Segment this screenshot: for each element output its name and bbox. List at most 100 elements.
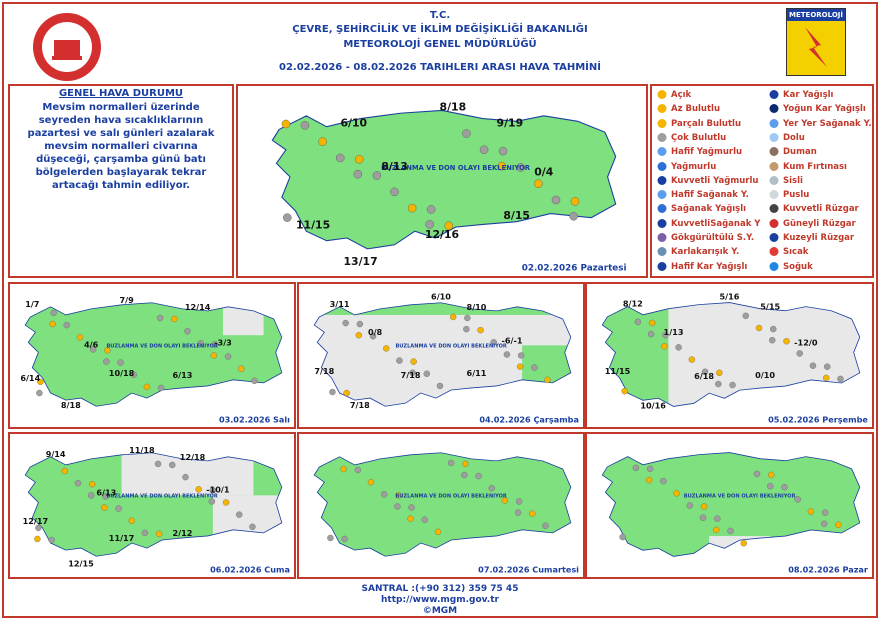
weather-icon [688,356,696,363]
weather-icon [444,221,454,231]
base-zone [602,452,860,557]
org: T.C. [429,10,451,21]
legend-label: Sisli [783,175,803,186]
legend-icon-shape [769,90,779,99]
weather-icon [103,358,110,365]
legend-icon-shape [657,190,667,200]
legend-item: Az Bulutlu [656,103,720,114]
legend-icon-shape [769,204,779,214]
temperature: 12/16 [425,228,459,241]
legend-icon-shape [657,218,667,228]
weather-icon [661,343,668,350]
map-svg: BUZLANMA VE DON OLAYI BEKLENIYOR 07.02.20… [313,452,579,574]
period: 02.02.2026 - 08.02.2026 TARIHLERI ARASI … [278,62,601,73]
weather-icon [529,510,536,517]
map-svg: BUZLANMA VE DON OLAYI BEKLENIYOR 3/11 6/10… [313,292,579,424]
weather-icon [767,482,774,490]
legend-icon-shape [769,147,779,157]
weather-icon [238,365,245,372]
legend-label: Karlakarışık Y. [671,247,740,258]
weather-icon [740,539,747,547]
weather-icon [700,503,708,510]
weather-icon [551,195,561,205]
country-outline [601,452,861,557]
legend-label: Güneyli Rüzgar [783,218,856,229]
weather-icon [211,341,219,348]
weather-icon [699,514,707,521]
weather-icon [461,471,468,479]
legend-icon-shape [769,247,779,257]
temperature: -10/1 [206,484,230,494]
legend-icon [769,118,779,128]
temperature: 10/18 [109,368,135,378]
legend-icon [769,147,779,157]
temperature: 12/15 [68,558,94,568]
weather-icon [354,155,364,164]
country [314,452,571,557]
temperature: 12/18 [180,452,206,462]
weather-icon [329,388,336,396]
legend-icon [657,161,667,171]
legend-icon [657,218,667,228]
country [25,452,282,557]
weather-icon [632,464,640,472]
weather-icon [807,508,815,515]
legend-icon [769,218,779,228]
weather-icon [372,171,382,180]
temperature: 8/12 [623,299,643,309]
weather-icon [318,137,327,146]
legend-icon [769,261,779,271]
weather-icon [342,319,349,327]
weather-icon [516,363,524,370]
weather-icon [209,487,217,494]
weather-icon [87,492,95,499]
weather-icon [61,467,68,475]
temperature: -3/3 [214,337,232,347]
country-outline [313,452,572,557]
temperature: 5/15 [760,302,780,312]
legend-item: Kuvvetli Yağmurlu [656,175,758,186]
temperature: 6/10 [340,117,367,130]
weather-zone [121,452,254,496]
map-panel: BUZLANMA VE DON OLAYI BEKLENIYOR 08.02.20… [585,432,874,579]
legend-item: Sisli [768,175,803,186]
temperature: 9/14 [46,449,66,459]
legend-icon-shape [769,104,779,114]
legend-icon [769,247,779,257]
legend-icon-shape [769,161,779,171]
temperature: 9/19 [497,117,524,130]
temperature: 6/13 [96,487,116,497]
weather-icon [516,163,525,172]
country-outline [24,302,283,407]
weather-icon [768,471,775,479]
weather-icon [755,324,763,332]
legend-icon-shape [657,90,667,99]
legend-icon [657,204,667,214]
weather-icon [534,179,543,188]
temperature: 12/17 [23,516,49,526]
weather-icon [514,509,522,516]
map-svg: 8/12 5/16 5/15 1/13 -12/0 11/15 6/18 0/10 10/16 0… [601,292,868,425]
weather-icon [822,374,830,382]
weather-icon [35,524,42,532]
weather-icon [421,516,428,523]
legend-item: Sağanak Yağışlı [656,203,746,214]
legend-label: Soğuk [783,261,813,272]
weather-icon [423,370,430,377]
legend-label: Kar Yağışlı [783,90,834,100]
legend-label: Yer Yer Sağanak Y. [783,118,872,129]
weather-icon [367,478,375,486]
temperature: 0/4 [534,166,554,179]
weather-icon [835,521,842,529]
map-panel: BUZLANMA VE DON OLAYI BEKLENIYOR 1/7 7/9 12… [8,282,296,429]
map-panel: 8/12 5/16 5/15 1/13 -12/0 11/15 6/18 0/10 10/16 0… [585,282,874,429]
weather-icon [396,357,403,364]
legend-label: Hafif Kar Yağışlı [671,261,748,272]
weather-icon [713,526,720,534]
weather-icon [48,536,55,544]
legend-icon [769,132,779,142]
map-svg: BUZLANMA VE DON OLAYI BEKLENIYOR 9/14 11/1… [23,445,290,575]
weather-icon [155,530,163,538]
legend-icon-shape [657,132,667,142]
